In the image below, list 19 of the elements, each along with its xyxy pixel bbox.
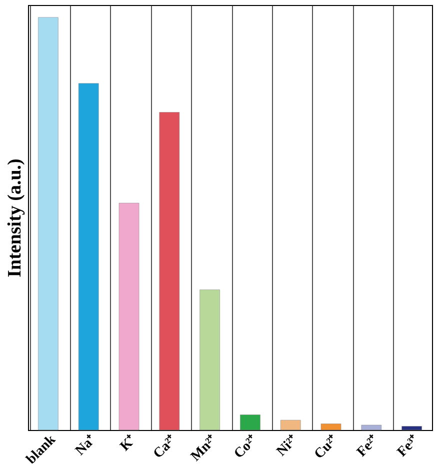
bar: [118, 202, 140, 430]
x-tick-label: Cu²⁺: [312, 432, 342, 462]
x-tick-label: K⁺: [118, 432, 140, 454]
bar: [78, 83, 99, 430]
x-tick-label: Co²⁺: [232, 432, 261, 462]
x-tick-label: Ni²⁺: [274, 432, 302, 460]
x-tick-label: Fe³⁺: [394, 432, 422, 460]
bar: [159, 112, 180, 430]
x-tick-label: Na⁺: [72, 432, 100, 459]
bar: [280, 420, 301, 430]
x-tick-label: Ca²⁺: [150, 432, 180, 462]
y-axis-title: Intensity (a.u.): [4, 158, 26, 278]
bar: [240, 414, 260, 430]
bar: [361, 424, 382, 430]
bar: [320, 424, 342, 430]
bar: [200, 290, 220, 430]
x-tick-label: Fe²⁺: [354, 432, 382, 460]
bar: [38, 17, 58, 430]
bar: [402, 426, 422, 430]
